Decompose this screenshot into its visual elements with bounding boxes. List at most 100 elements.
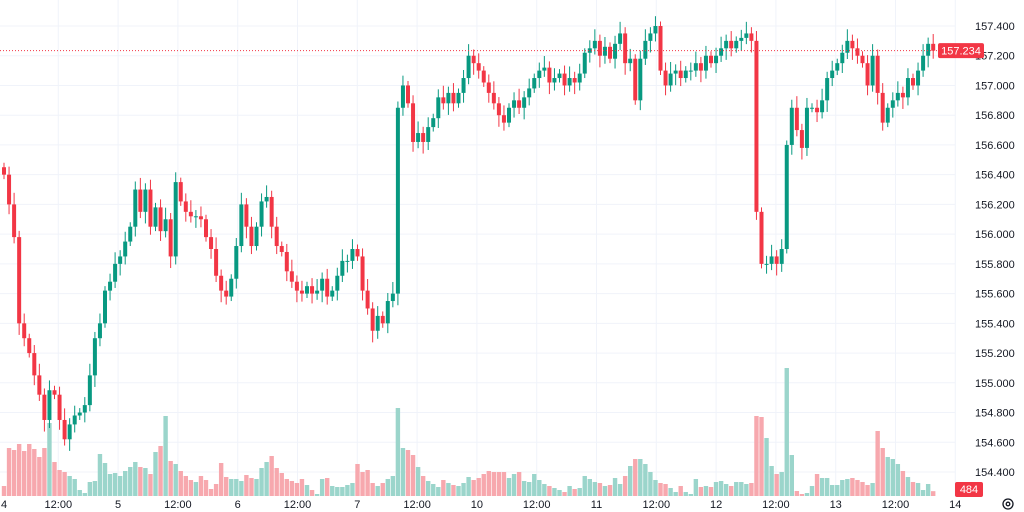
time-tick-label: 10 <box>471 499 483 511</box>
volume-bar <box>335 487 340 496</box>
volume-bar <box>345 485 350 496</box>
volume-bar <box>496 472 502 496</box>
price-tick-label: 155.600 <box>975 289 1015 301</box>
volume-bar <box>784 368 789 496</box>
candle-body <box>365 290 370 309</box>
volume-bar <box>703 486 709 496</box>
volume-bar <box>532 474 537 496</box>
volume-bar <box>845 479 850 496</box>
price-tick-label: 157.200 <box>975 51 1015 63</box>
candle-body <box>305 286 309 294</box>
volume-bar <box>360 472 365 496</box>
volume-bar <box>350 483 355 496</box>
volume-bar <box>92 481 98 496</box>
candle-body <box>638 58 643 101</box>
time-tick-label: 12:00 <box>284 499 312 511</box>
price-axis[interactable]: 157.400 157.200 157.000 156.800 156.600 156.4… <box>975 21 1015 479</box>
candle-body <box>52 390 57 395</box>
candle-body <box>431 118 436 128</box>
volume-bar <box>809 486 815 496</box>
candle-body <box>441 97 446 104</box>
gear-icon[interactable] <box>1002 498 1014 510</box>
volume-bar <box>279 473 284 496</box>
candle-body <box>709 55 713 64</box>
candle-body <box>875 55 880 93</box>
volume-bar <box>824 478 830 496</box>
candle-body <box>628 58 633 64</box>
candle-body <box>885 107 890 123</box>
candle-body <box>567 78 572 86</box>
volume-bar <box>638 459 643 496</box>
price-tick-label: 156.600 <box>975 140 1015 152</box>
volume-bar <box>22 451 27 496</box>
candle-body <box>789 107 794 145</box>
candle-body <box>289 271 294 282</box>
candle-body <box>72 415 77 425</box>
volume-bar <box>764 438 769 496</box>
candle-body <box>209 237 214 249</box>
price-tick-label: 154.800 <box>975 408 1015 420</box>
candle-body <box>820 100 825 113</box>
candle-body <box>350 249 355 261</box>
volume-bar <box>218 463 224 496</box>
volume-bar <box>451 485 456 496</box>
candle-body <box>860 55 865 64</box>
candle-body <box>501 115 506 123</box>
candle-body <box>552 78 557 83</box>
candle-body <box>784 144 789 249</box>
time-axis[interactable]: 4 12:00 5 12:00 6 12:00 7 12:00 10 12:00 11 12:00 12… <box>1 499 961 511</box>
volume-bar <box>683 492 688 496</box>
candle-body <box>2 167 6 175</box>
volume-bar <box>193 482 199 496</box>
candles <box>2 16 936 451</box>
candle-body <box>244 204 249 227</box>
candle-body <box>663 70 668 86</box>
candle-body <box>148 189 153 227</box>
volume-bar <box>920 490 926 496</box>
candle-body <box>12 204 17 238</box>
candle-body <box>163 219 168 232</box>
time-tick-label: 4 <box>1 499 7 511</box>
candle-body <box>865 63 870 86</box>
time-tick-label: 12:00 <box>523 499 551 511</box>
volume-bar <box>224 477 229 496</box>
volume-bars <box>1 368 936 496</box>
candle-body <box>673 70 678 74</box>
candle-body <box>355 249 360 257</box>
volume-bar <box>476 478 481 496</box>
volume-bar <box>688 494 693 496</box>
volume-bar <box>112 473 118 496</box>
candle-body <box>512 100 517 108</box>
volume-bar <box>27 444 32 496</box>
volume-bar <box>133 462 138 496</box>
volume-bar <box>405 450 411 496</box>
volume-bar <box>239 481 244 496</box>
volume-bar <box>264 462 269 496</box>
volume-bar <box>102 463 108 496</box>
price-tick-label: 156.800 <box>975 110 1015 122</box>
candle-body <box>825 78 830 101</box>
volume-bar <box>910 482 916 496</box>
volume-bar <box>128 467 133 496</box>
candle-body <box>446 92 451 104</box>
candle-body <box>683 70 688 79</box>
candle-body <box>188 211 193 217</box>
candle-body <box>17 237 22 324</box>
volume-bar <box>506 478 512 496</box>
price-tick-label: 155.400 <box>975 318 1015 330</box>
volume-bar <box>446 483 451 496</box>
volume-bar <box>183 476 188 496</box>
volume-bar <box>355 464 360 496</box>
volume-bar <box>850 478 855 496</box>
candle-body <box>92 338 97 376</box>
candle-body <box>532 78 537 89</box>
candle-body <box>759 211 764 264</box>
volume-bar <box>163 416 168 496</box>
volume-bar <box>47 423 52 496</box>
time-tick-label: 13 <box>830 499 842 511</box>
candle-body <box>416 133 421 142</box>
candle-body <box>108 281 113 291</box>
candle-body <box>451 92 456 104</box>
last-price-label: 157.234 <box>941 46 981 58</box>
